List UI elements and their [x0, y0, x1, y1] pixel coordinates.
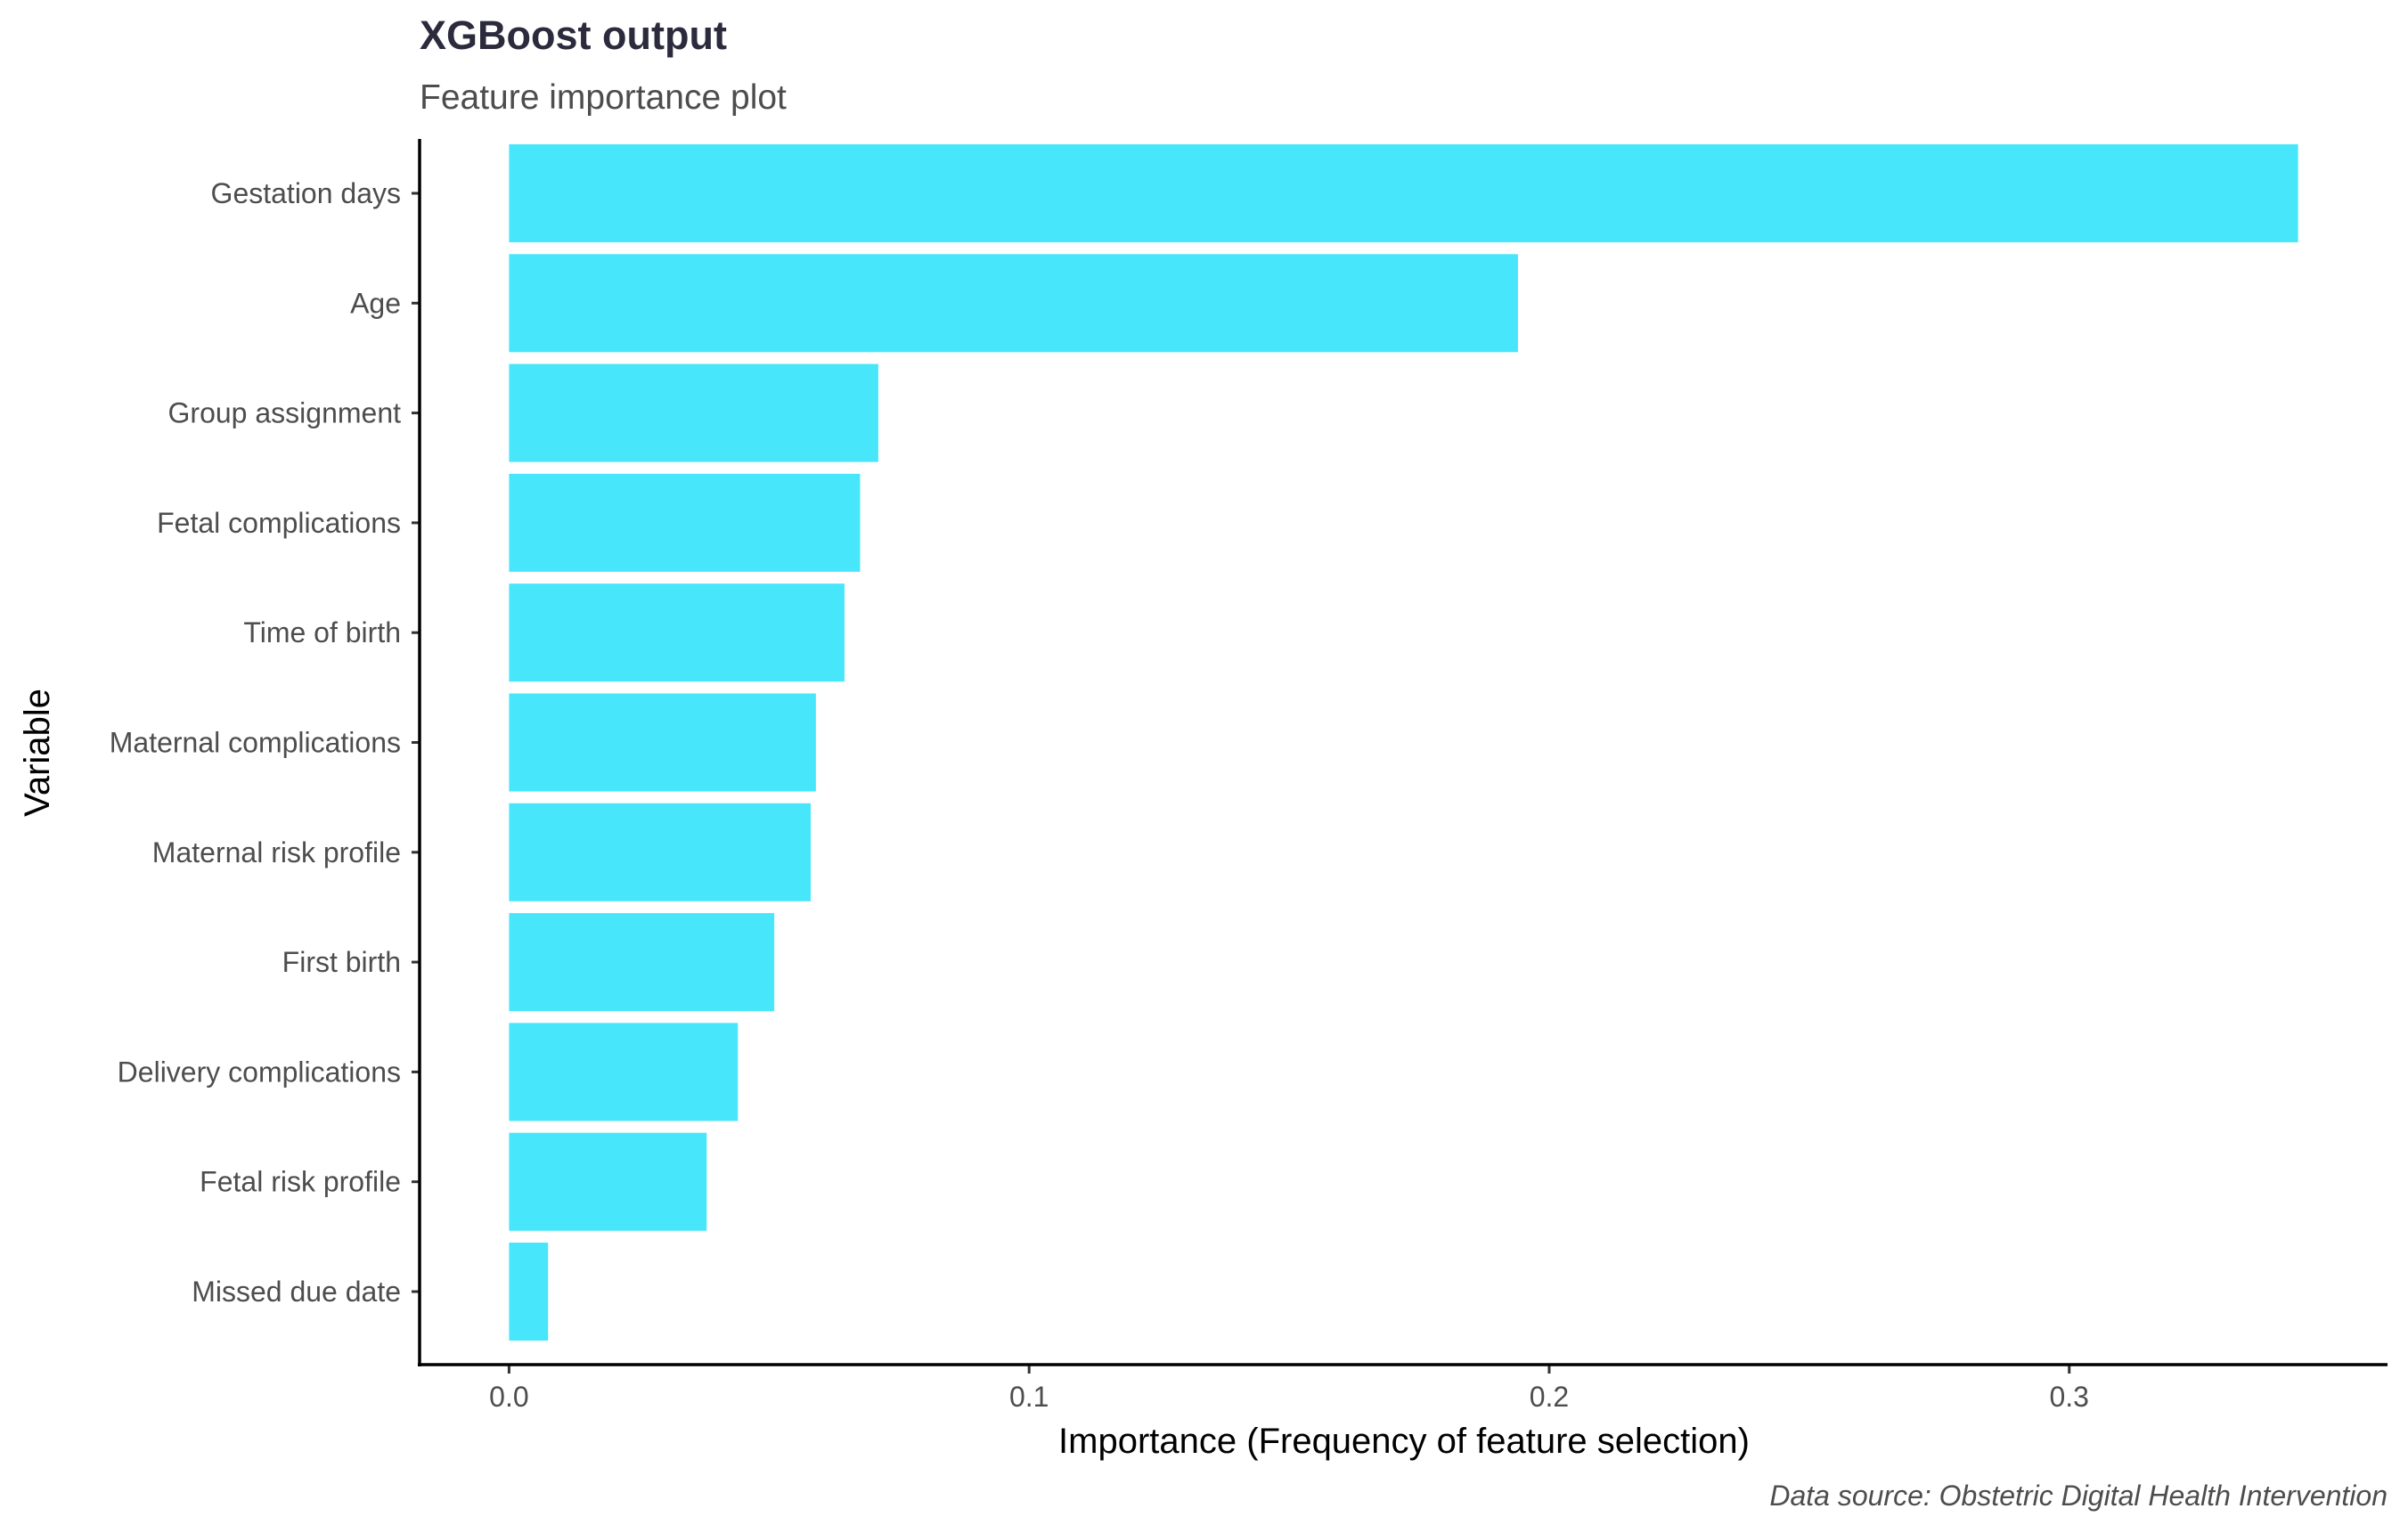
y-tick-label: Gestation days	[211, 177, 401, 209]
bar	[509, 583, 845, 682]
y-tick-label: Maternal complications	[110, 727, 401, 759]
bar	[509, 913, 775, 1012]
bar	[509, 254, 1518, 353]
chart-title: XGBoost output	[420, 12, 727, 58]
bar	[509, 1243, 549, 1341]
x-tick-label: 0.3	[2049, 1381, 2088, 1413]
y-tick-label: Fetal risk profile	[200, 1166, 401, 1198]
bar	[509, 693, 816, 792]
x-tick-label: 0.0	[489, 1381, 528, 1413]
bar	[509, 363, 878, 462]
bar	[509, 473, 861, 572]
bar	[509, 1023, 739, 1121]
y-tick-label: Missed due date	[192, 1276, 401, 1308]
bar	[509, 144, 2298, 242]
bar	[509, 1132, 707, 1231]
y-tick-label: Delivery complications	[118, 1056, 401, 1088]
x-tick-label: 0.2	[1530, 1381, 1569, 1413]
y-tick-label: Group assignment	[168, 397, 402, 429]
y-tick-label: Age	[350, 287, 401, 319]
bar	[509, 803, 811, 901]
y-tick-label: Time of birth	[243, 616, 401, 648]
y-axis-ticks: Gestation days Age Group assignment Fetal c…	[110, 177, 420, 1308]
chart-subtitle: Feature importance plot	[420, 78, 787, 117]
x-axis-ticks: 0.0 0.1 0.2 0.3	[489, 1365, 2089, 1413]
chart-caption: Data source: Obstetric Digital Health In…	[1769, 1480, 2388, 1512]
bars-layer	[509, 144, 2298, 1341]
x-tick-label: 0.1	[1009, 1381, 1049, 1413]
y-axis-title: Variable	[18, 689, 57, 817]
x-axis-title: Importance (Frequency of feature selecti…	[1058, 1422, 1750, 1461]
y-tick-label: Maternal risk profile	[152, 836, 401, 868]
y-tick-label: Fetal complications	[157, 507, 401, 539]
y-tick-label: First birth	[282, 946, 401, 978]
